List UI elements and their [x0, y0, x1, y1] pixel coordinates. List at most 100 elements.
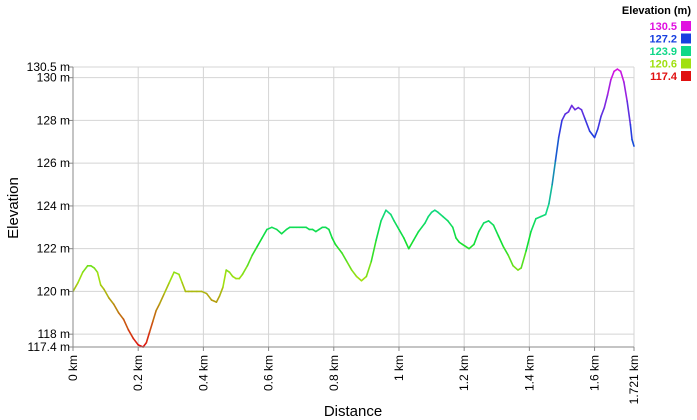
profile-segment — [155, 303, 161, 312]
profile-segment — [210, 299, 218, 303]
legend-entry-label: 130.5 — [649, 21, 677, 33]
x-tick-label: 1.721 km — [627, 355, 641, 404]
profile-segment — [375, 220, 382, 241]
profile-segment — [132, 337, 139, 346]
profile-segment — [427, 211, 433, 218]
profile-segment — [142, 341, 148, 348]
profile-segment — [420, 222, 426, 229]
profile-segment — [266, 226, 273, 231]
profile-segment — [442, 215, 449, 222]
x-axis-title: Distance — [324, 403, 382, 420]
profile-segment — [535, 215, 542, 220]
profile-segment — [407, 239, 415, 250]
profile-segment — [455, 237, 461, 244]
y-tick-label: 120 m — [37, 284, 70, 298]
profile-segment — [606, 79, 612, 96]
profile-segment — [600, 106, 606, 117]
legend-title: Elevation (m) — [622, 5, 691, 17]
profile-segment — [597, 115, 602, 130]
x-tick-label: 0 km — [66, 355, 80, 381]
profile-segment — [145, 331, 151, 344]
legend-swatch — [681, 33, 691, 44]
profile-segment — [117, 312, 125, 321]
profile-segment — [148, 320, 154, 333]
profile-segment — [112, 303, 120, 314]
profile-segment — [108, 297, 115, 306]
profile-segment — [583, 117, 591, 132]
profile-segment — [350, 269, 358, 278]
y-tick-label: 130.5 m — [27, 60, 70, 74]
legend-entry-label: 120.6 — [649, 59, 677, 71]
profile-segment — [473, 230, 480, 246]
y-tick-label: 122 m — [37, 242, 70, 256]
profile-segment — [570, 104, 576, 111]
profile-segment — [168, 271, 175, 284]
profile-segment — [271, 226, 278, 231]
profile-segment — [380, 209, 387, 222]
x-tick-label: 1.2 km — [457, 355, 471, 391]
x-tick-label: 0.2 km — [131, 355, 145, 391]
x-tick-label: 0.8 km — [327, 355, 341, 391]
profile-segment — [487, 220, 495, 226]
x-tick-label: 1.6 km — [588, 355, 602, 391]
profile-segment — [417, 226, 423, 233]
profile-segment — [412, 230, 420, 241]
profile-segment — [482, 220, 490, 224]
profile-segment — [200, 290, 208, 295]
profile-segment — [280, 228, 288, 235]
x-tick-label: 0.6 km — [262, 355, 276, 391]
profile-segment — [72, 282, 79, 293]
profile-segment — [173, 271, 180, 276]
profile-segment — [385, 209, 392, 216]
y-tick-label: 118 m — [38, 327, 70, 341]
profile-segment — [370, 239, 377, 263]
y-tick-label: 130 m — [37, 71, 70, 85]
profile-segment — [222, 269, 228, 288]
profile-segment — [603, 93, 609, 109]
profile-segment — [251, 245, 258, 256]
profile-segment — [497, 235, 505, 248]
profile-segment — [334, 243, 340, 250]
profile-segment — [355, 275, 363, 282]
y-tick-label: 126 m — [37, 156, 70, 170]
profile-segment — [631, 138, 635, 147]
x-tick-label: 0.4 km — [196, 355, 210, 391]
profile-segment — [246, 254, 254, 267]
profile-segment — [218, 286, 224, 297]
profile-segment — [525, 230, 532, 252]
profile-segment — [103, 288, 110, 299]
profile-segment — [178, 273, 184, 284]
profile-segment — [81, 264, 89, 273]
profile-segment — [390, 213, 395, 222]
profile-segment — [341, 252, 348, 263]
profile-segment — [77, 271, 84, 284]
legend-swatch — [681, 46, 691, 56]
x-tick-label: 1 km — [392, 355, 406, 381]
profile-segment — [561, 113, 567, 122]
y-tick-label: 117.4 m — [28, 340, 70, 354]
legend-swatch — [681, 71, 691, 81]
profile-segment — [158, 292, 166, 306]
profile-segment — [346, 260, 353, 271]
axes: 0 km 0.2 km 0.4 km 0.6 km 0.8 km 1 km 1.2 km 1.… — [27, 60, 641, 404]
legend-entry-label: 127.2 — [649, 34, 677, 46]
profile-segment — [610, 70, 615, 81]
profile-segment — [181, 282, 187, 293]
profile-segment — [567, 104, 573, 113]
profile-segment — [629, 123, 633, 141]
profile-segment — [403, 237, 410, 250]
profile-segment — [557, 119, 563, 139]
profile-segment — [365, 260, 373, 278]
profile-segment — [507, 254, 514, 267]
profile-segment — [205, 292, 213, 301]
profile-segment — [360, 275, 368, 282]
profile-segment — [152, 309, 157, 323]
profile-segment — [127, 329, 135, 340]
profile-segment — [241, 264, 249, 276]
profile-segment — [215, 294, 221, 303]
profile-segment — [256, 237, 263, 248]
profile-segment — [163, 282, 170, 295]
profile-segment — [451, 226, 457, 239]
profile-segment — [228, 271, 234, 278]
